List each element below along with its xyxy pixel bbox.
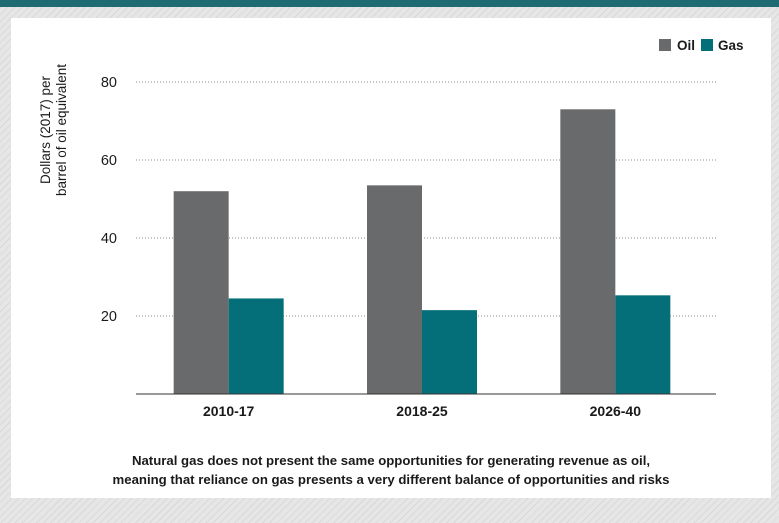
header-bar	[0, 0, 779, 7]
y-tick-label-60: 60	[101, 153, 117, 169]
y-axis-title: Dollars (2017) per barrel of oil equival…	[38, 64, 69, 196]
legend-label-gas: Gas	[718, 38, 744, 53]
bar-oil-2018-25	[367, 185, 422, 394]
y-tick-label-40: 40	[101, 231, 117, 247]
y-tick-label-20: 20	[101, 309, 117, 325]
chart-caption: Natural gas does not present the same op…	[11, 451, 771, 489]
legend-label-oil: Oil	[677, 38, 695, 53]
y-axis-title-line2: barrel of oil equivalent	[54, 64, 69, 196]
bars	[173, 109, 671, 395]
bar-gas-2018-25	[422, 310, 477, 394]
legend: Oil Gas	[659, 38, 744, 53]
y-axis-title-line1: Dollars (2017) per	[38, 75, 53, 184]
bar-gas-2010-17	[228, 298, 284, 394]
bar-oil-2010-17	[173, 191, 229, 394]
legend-swatch-oil	[659, 39, 671, 51]
legend-swatch-gas	[701, 39, 713, 51]
x-tick-label-2026-40: 2026-40	[590, 403, 642, 419]
caption-line-1: Natural gas does not present the same op…	[131, 453, 651, 468]
bar-oil-2026-40	[560, 109, 616, 395]
x-tick-labels: 2010-17 2018-25 2026-40	[203, 403, 641, 419]
x-tick-label-2010-17: 2010-17	[203, 403, 255, 419]
x-tick-label-2018-25: 2018-25	[396, 403, 448, 419]
y-tick-labels: 20 40 60 80	[101, 75, 117, 325]
bar-gas-2026-40	[615, 295, 671, 394]
y-tick-label-80: 80	[101, 75, 117, 91]
caption-line-2: meaning that reliance on gas presents a …	[112, 472, 670, 487]
